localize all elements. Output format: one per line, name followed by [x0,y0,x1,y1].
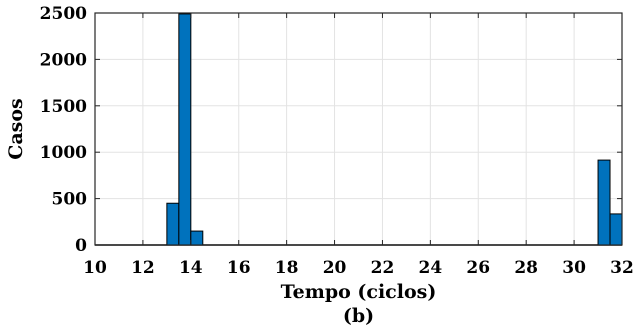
x-axis-ticks: 10 12 14 16 18 20 22 24 26 28 30 32 [83,13,634,278]
histogram-bar [609,213,623,246]
x-tick-label: 12 [131,258,155,278]
x-tick-label: 20 [323,258,347,278]
y-tick-label: 500 [52,190,88,210]
x-tick-label: 18 [275,258,299,278]
y-tick-label: 0 [75,236,87,256]
y-tick-label: 1000 [40,143,87,163]
histogram-bars [95,13,623,246]
figure-caption: (b) [343,305,374,327]
histogram-bar [597,159,611,246]
x-axis-label: Tempo (ciclos) [281,281,437,303]
y-axis-ticks: 0 500 1000 1500 2000 2500 [40,4,622,256]
y-tick-label: 1500 [40,97,87,117]
y-tick-label: 2000 [40,50,87,70]
y-tick-label: 2500 [40,4,87,24]
x-tick-label: 16 [227,258,251,278]
histogram-bar [178,13,192,246]
x-tick-label: 26 [466,258,490,278]
x-tick-label: 24 [419,258,443,278]
x-tick-label: 10 [83,258,107,278]
x-tick-label: 14 [179,258,203,278]
x-tick-label: 32 [610,258,634,278]
histogram-bar [190,230,204,246]
histogram-bar [166,202,180,246]
x-tick-label: 28 [514,258,538,278]
x-tick-label: 30 [562,258,586,278]
plot-frame [94,12,623,246]
y-axis-label: Casos [5,98,27,160]
x-tick-label: 22 [371,258,395,278]
